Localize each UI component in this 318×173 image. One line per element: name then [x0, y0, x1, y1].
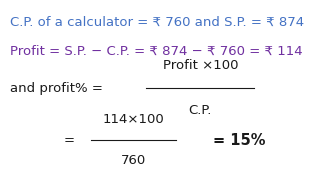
Text: C.P. of a calculator = ₹ 760 and S.P. = ₹ 874: C.P. of a calculator = ₹ 760 and S.P. = … [10, 16, 304, 29]
Text: 760: 760 [121, 154, 146, 167]
Text: Profit = S.P. − C.P. = ₹ 874 − ₹ 760 = ₹ 114: Profit = S.P. − C.P. = ₹ 874 − ₹ 760 = ₹… [10, 45, 302, 58]
Text: 114×100: 114×100 [103, 113, 164, 126]
Text: C.P.: C.P. [189, 104, 212, 117]
Text: Profit ×100: Profit ×100 [162, 59, 238, 72]
Text: =: = [64, 134, 75, 147]
Text: and profit% =: and profit% = [10, 82, 102, 95]
Text: = 15%: = 15% [213, 133, 266, 148]
